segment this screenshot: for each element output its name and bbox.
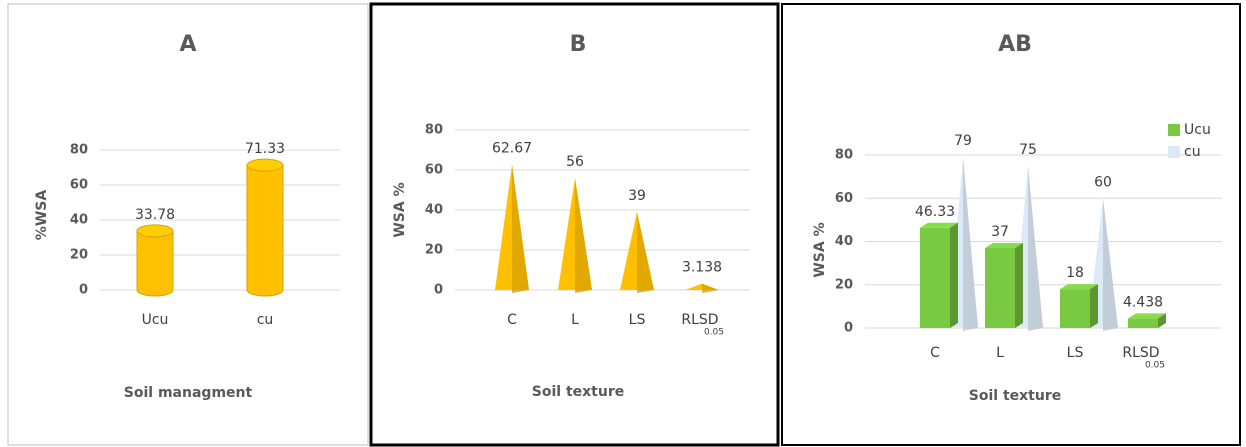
y-tick-label: 40 xyxy=(425,203,443,218)
bar-side xyxy=(1103,198,1118,331)
y-tick-label: 80 xyxy=(425,123,443,138)
x-axis-label: Soil texture xyxy=(532,384,624,400)
panel-frame xyxy=(7,3,369,446)
y-tick-label: 60 xyxy=(835,191,853,206)
bar xyxy=(1128,318,1158,328)
bar-side xyxy=(1090,284,1098,328)
data-label: 39 xyxy=(628,188,646,204)
x-tick-subscript: 0.05 xyxy=(1145,361,1165,371)
data-label: 60 xyxy=(1094,174,1112,190)
bar-side xyxy=(950,222,958,328)
data-label: 79 xyxy=(954,133,972,149)
data-label: 71.33 xyxy=(245,141,285,157)
y-tick-label: 20 xyxy=(425,243,443,258)
x-tick-label: L xyxy=(571,312,579,328)
panel-frame xyxy=(781,3,1241,446)
y-tick-label: 80 xyxy=(835,148,853,163)
x-tick-label: Ucu xyxy=(142,312,169,328)
data-label: 18 xyxy=(1066,265,1084,281)
bar-side xyxy=(1015,242,1023,328)
x-axis-label: Soil managment xyxy=(124,385,253,401)
bar-side xyxy=(512,164,529,293)
bar xyxy=(136,230,174,297)
bar-side xyxy=(1158,313,1166,328)
y-tick-label: 20 xyxy=(835,277,853,292)
bar xyxy=(1060,289,1090,328)
y-tick-label: 0 xyxy=(434,283,443,298)
y-tick-label: 0 xyxy=(79,283,88,298)
bar-side xyxy=(963,157,978,331)
bar xyxy=(246,164,284,297)
y-tick-label: 20 xyxy=(70,248,88,263)
y-axis-label: WSA % xyxy=(812,222,828,277)
y-axis-label: WSA % xyxy=(392,182,408,237)
x-tick-label: RLSD xyxy=(681,312,718,328)
y-tick-label: 40 xyxy=(70,213,88,228)
bar xyxy=(920,227,950,328)
x-axis-label: Soil texture xyxy=(969,388,1061,404)
bar-side xyxy=(1028,165,1043,331)
bar-cap xyxy=(136,224,174,238)
x-tick-label: L xyxy=(996,345,1004,361)
y-tick-label: 80 xyxy=(70,143,88,158)
x-tick-label: C xyxy=(930,345,940,361)
x-tick-subscript: 0.05 xyxy=(704,328,724,338)
data-label: 4.438 xyxy=(1123,294,1163,310)
legend-label: Ucu xyxy=(1184,122,1211,138)
data-label: 33.78 xyxy=(135,207,175,223)
bar-top xyxy=(985,242,1023,248)
bar-side xyxy=(702,283,719,293)
data-label: 62.67 xyxy=(492,141,532,157)
bar-top xyxy=(1128,313,1166,319)
x-tick-label: LS xyxy=(1067,345,1084,361)
y-tick-label: 40 xyxy=(835,234,853,249)
bar-side xyxy=(637,212,654,293)
data-label: 3.138 xyxy=(682,260,722,276)
bar-top xyxy=(920,222,958,228)
y-tick-label: 60 xyxy=(70,178,88,193)
y-axis-label: %WSA xyxy=(34,190,50,241)
bar-side xyxy=(575,178,592,293)
x-tick-label: LS xyxy=(629,312,646,328)
bar-top xyxy=(1060,284,1098,290)
x-tick-label: RLSD xyxy=(1122,345,1159,361)
x-tick-label: cu xyxy=(257,312,274,328)
chart-title: A xyxy=(179,32,196,57)
data-label: 46.33 xyxy=(915,204,955,220)
chart-title: AB xyxy=(998,32,1032,57)
data-label: 37 xyxy=(991,224,1009,240)
legend-swatch xyxy=(1168,146,1180,158)
chart-title: B xyxy=(570,32,587,57)
legend-label: cu xyxy=(1184,144,1201,160)
y-tick-label: 0 xyxy=(844,321,853,336)
x-tick-label: C xyxy=(507,312,517,328)
bar-cap xyxy=(246,158,284,172)
y-tick-label: 60 xyxy=(425,163,443,178)
legend-swatch xyxy=(1168,124,1180,136)
data-label: 75 xyxy=(1019,142,1037,158)
bar xyxy=(985,247,1015,328)
data-label: 56 xyxy=(566,154,584,170)
